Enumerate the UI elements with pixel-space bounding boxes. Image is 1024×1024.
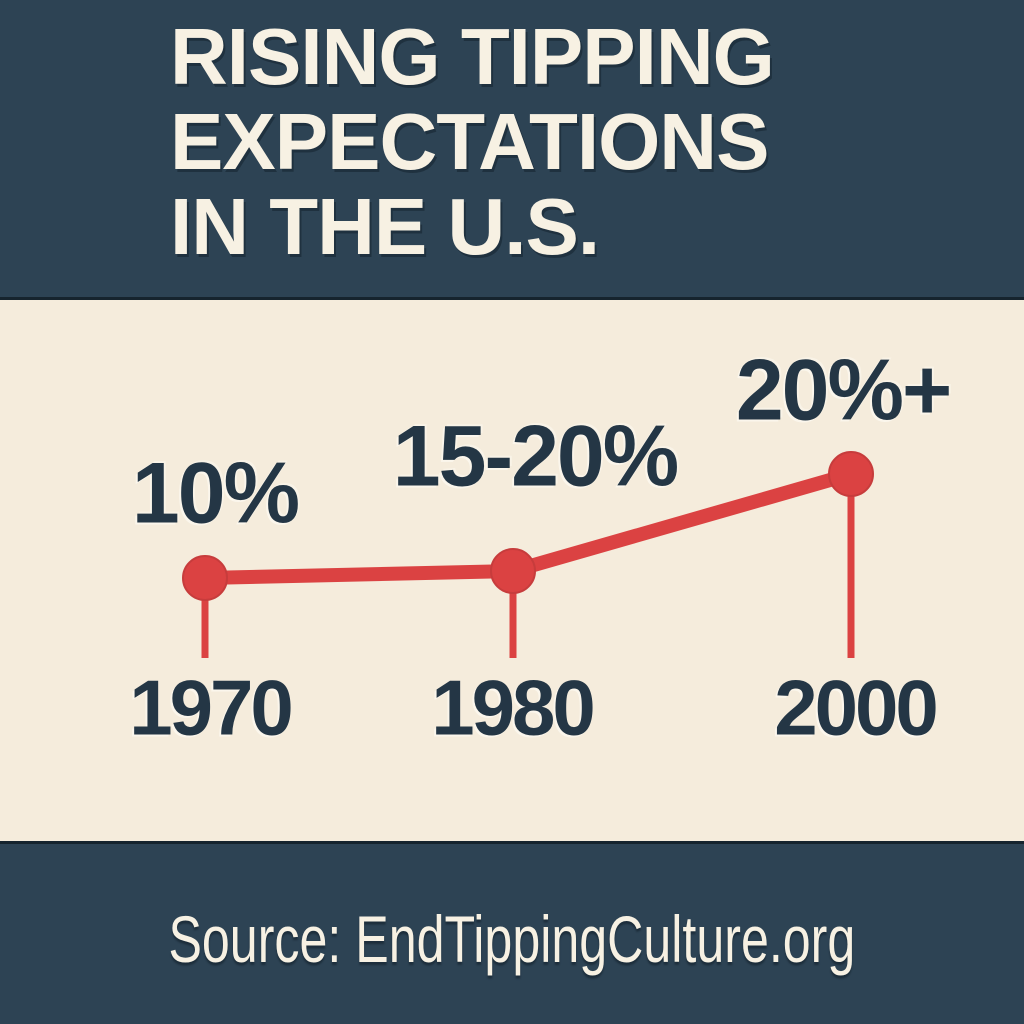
title-line-2: EXPECTATIONS <box>170 97 769 186</box>
poster-title: RISING TIPPING EXPECTATIONS IN THE U.S. <box>170 12 775 271</box>
point-dot-1980 <box>490 548 536 594</box>
title-band: RISING TIPPING EXPECTATIONS IN THE U.S. <box>0 0 1024 300</box>
source-text: Source: EndTippingCulture.org <box>0 906 1024 972</box>
trend-svg <box>182 451 874 658</box>
value-label-2000: 20%+ <box>735 342 952 439</box>
year-label-1970: 1970 <box>129 663 294 752</box>
title-line-1: RISING TIPPING <box>170 12 775 101</box>
chart-canvas: 10% 1970 15-20% 1980 20%+ 2000 <box>0 300 1024 841</box>
point-dot-1970 <box>182 555 228 601</box>
year-label-2000: 2000 <box>774 663 939 752</box>
title-line-3: IN THE U.S. <box>170 182 600 271</box>
source-band: Source: EndTippingCulture.org <box>0 841 1024 1024</box>
value-label-1980: 15-20% <box>392 408 679 505</box>
value-label-1970: 10% <box>131 445 300 542</box>
year-label-1980: 1980 <box>431 663 596 752</box>
point-dot-2000 <box>828 451 874 497</box>
source-text-inner: Source: EndTippingCulture.org <box>168 902 856 976</box>
